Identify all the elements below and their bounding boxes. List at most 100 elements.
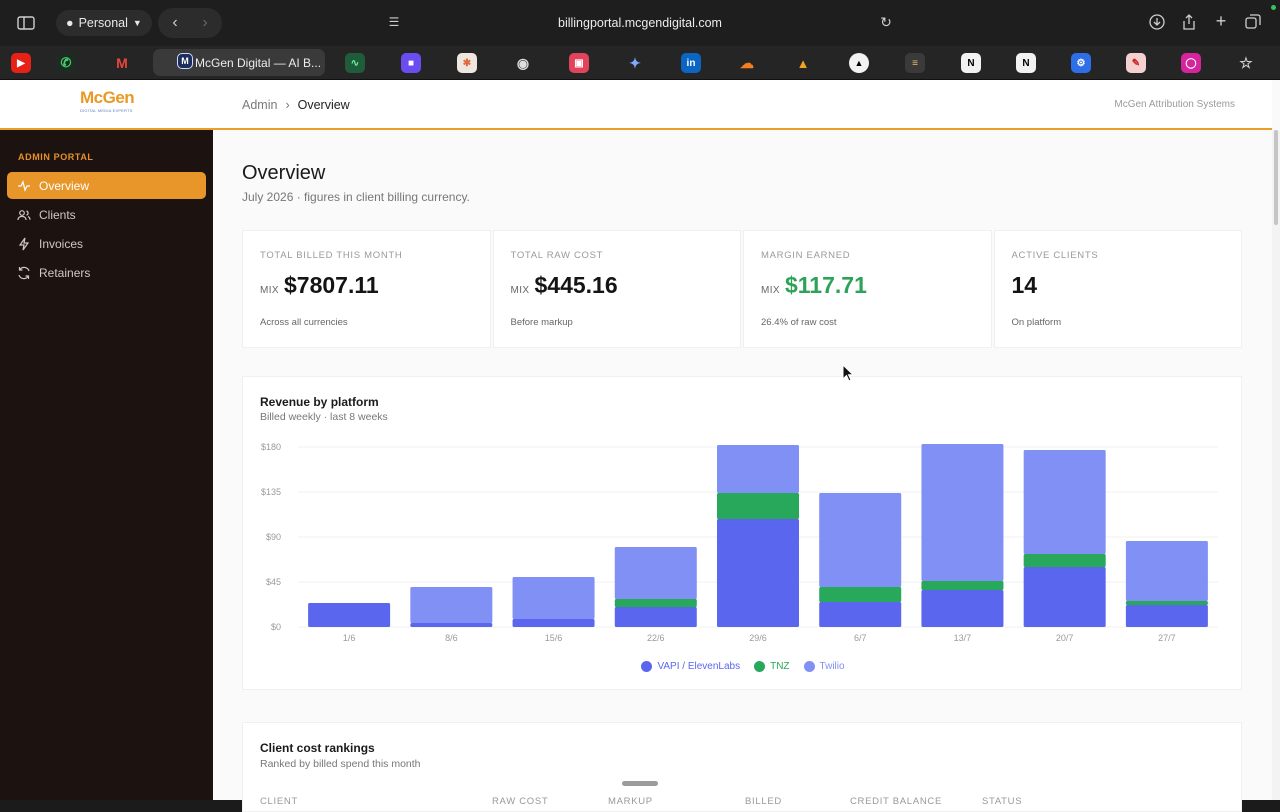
bar-segment[interactable] [717,519,799,627]
billing-portal: McGen DIGITAL MEDIA EXPERTS Admin › Over… [0,80,1280,812]
whatsapp-icon[interactable]: ✆ [56,53,76,73]
bar-segment[interactable] [512,619,595,627]
stat-card-active-clients: ACTIVE CLIENTS 14 On platform [993,230,1242,348]
header-brand: McGen Attribution Systems [1114,99,1235,110]
linkedin-icon[interactable]: in [681,53,701,73]
sidebar: ADMIN PORTAL Overview Clients Invoices R… [0,130,213,800]
stack-icon[interactable]: ≡ [905,53,925,73]
activity-icon[interactable]: ∿ [345,53,365,73]
vercel-icon[interactable]: ▲ [849,53,869,73]
bar-segment[interactable] [614,599,697,607]
analytics-icon[interactable]: ▲ [796,55,810,71]
app-header: McGen DIGITAL MEDIA EXPERTS Admin › Over… [0,80,1272,130]
tab-overview-icon[interactable] [1244,13,1262,31]
reload-icon[interactable]: ↻ [880,13,892,30]
bar-segment[interactable] [717,493,799,519]
gmail-icon[interactable]: M [116,55,128,71]
col-raw-cost[interactable]: RAW COST [492,796,549,807]
bar-segment[interactable] [1023,567,1106,627]
col-status[interactable]: STATUS [982,796,1023,807]
breadcrumb-separator: › [285,98,290,112]
cloudflare-icon[interactable]: ☁ [740,54,754,71]
bar-segment[interactable] [1125,601,1208,605]
stat-note: 26.4% of raw cost [761,317,837,328]
bar-segment[interactable] [410,587,493,623]
legend-item[interactable]: TNZ [754,661,790,672]
notion2-icon[interactable]: N [1016,53,1036,73]
bar-segment[interactable] [1023,554,1106,567]
x-tick-label: 20/7 [1056,633,1074,643]
profile-label: Personal [78,16,128,30]
bar-segment[interactable] [819,587,902,602]
bar-segment[interactable] [410,623,493,627]
logo-wordmark: McGen [80,88,135,107]
sidebar-item-invoices[interactable]: Invoices [7,230,206,257]
forward-icon[interactable]: › [202,14,208,31]
chat-icon[interactable]: ■ [401,53,421,73]
col-credit-balance[interactable]: CREDIT BALANCE [850,796,942,807]
y-tick-label: $135 [261,487,281,497]
profile-switcher[interactable]: ● Personal ▼ [56,10,152,36]
gemini-icon[interactable]: ✦ [629,54,641,71]
col-client[interactable]: CLIENT [260,796,298,807]
bar-segment[interactable] [512,577,595,619]
stat-note: On platform [1011,317,1062,328]
crop-icon[interactable]: ▣ [569,53,589,73]
bookmark-star-icon[interactable]: ☆ [1239,55,1253,72]
nav-buttons: ‹ › [158,8,222,38]
reader-icon[interactable]: ☰ [388,15,400,29]
share-icon[interactable] [1180,13,1198,31]
y-tick-label: $0 [271,622,281,632]
bar-segment[interactable] [1125,605,1208,627]
sidebar-item-retainers[interactable]: Retainers [7,259,206,286]
stat-label: MARGIN EARNED [761,250,851,261]
instagram-icon[interactable]: ◯ [1181,53,1201,73]
gear-icon[interactable]: ⚙ [1071,53,1091,73]
bar-segment[interactable] [614,547,697,599]
bar-segment[interactable] [921,581,1004,590]
sidebar-item-clients[interactable]: Clients [7,201,206,228]
users-icon [17,209,31,220]
back-icon[interactable]: ‹ [172,14,178,31]
revenue-bar-chart: $0 $45 $90 $135 $180 1/6 8/6 15/6 22/6 29/6 6/7 13/… [261,442,1218,643]
breadcrumb-admin[interactable]: Admin [242,98,278,112]
x-tick-label: 13/7 [954,633,972,643]
bar-segment[interactable] [921,444,1004,581]
page-title: Overview [242,162,326,184]
scrollbar-thumb[interactable] [1274,130,1278,225]
sidebar-toggle-icon[interactable] [14,12,38,34]
page-scrollbar[interactable] [1272,130,1280,800]
legend-item[interactable]: Twilio [803,661,845,672]
breadcrumb: Admin › Overview [242,98,350,112]
bar-segment[interactable] [1023,450,1106,554]
stats-row: TOTAL BILLED THIS MONTH MIX $7807.11 Acro… [242,230,1242,348]
bar-segment[interactable] [717,445,799,493]
globe-icon[interactable]: ◉ [516,54,530,71]
stat-value: $445.16 [534,272,618,298]
logo-tagline: DIGITAL MEDIA EXPERTS [80,108,133,113]
client-rankings-card: Client cost rankings Ranked by billed sp… [242,722,1242,812]
download-icon[interactable] [1148,13,1166,31]
tab-active[interactable]: M McGen Digital — AI B... [153,49,325,76]
bar-segment[interactable] [819,493,902,587]
youtube-icon[interactable]: ▶ [11,53,31,73]
bar-segment[interactable] [819,602,902,627]
mcgen-logo[interactable]: McGen DIGITAL MEDIA EXPERTS [80,88,135,120]
mcgen-icon: M [177,53,193,69]
sidebar-item-overview[interactable]: Overview [7,172,206,199]
pdf-icon[interactable]: ✎ [1126,53,1146,73]
new-tab-icon[interactable]: + [1215,10,1227,31]
bar-segment[interactable] [921,590,1004,627]
col-billed[interactable]: BILLED [745,796,782,807]
legend-swatch [803,661,815,672]
notion-icon[interactable]: N [961,53,981,73]
x-tick-label: 22/6 [647,633,665,643]
address-bar[interactable]: billingportal.mcgendigital.com [378,8,902,38]
star-burst-icon[interactable]: ✱ [457,53,477,73]
bar-segment[interactable] [614,607,697,627]
legend-item[interactable]: VAPI / ElevenLabs [641,661,740,672]
col-markup[interactable]: MARKUP [608,796,653,807]
bar-segment[interactable] [1125,541,1208,601]
bar-segment[interactable] [308,603,391,627]
x-tick-label: 6/7 [854,633,867,643]
